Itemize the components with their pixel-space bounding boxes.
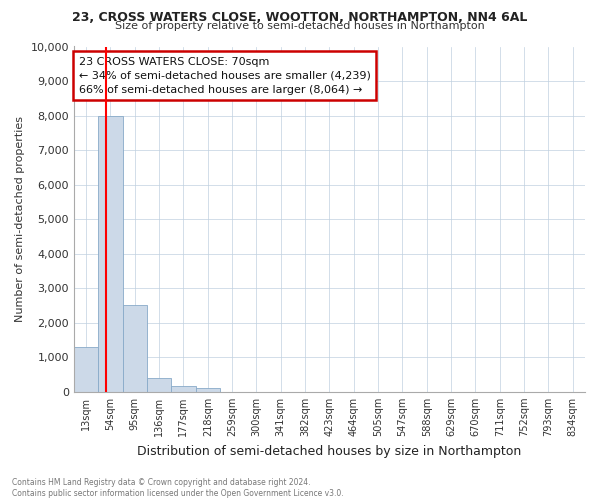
Bar	[171, 386, 196, 392]
Y-axis label: Number of semi-detached properties: Number of semi-detached properties	[15, 116, 25, 322]
Bar	[147, 378, 171, 392]
Text: 23 CROSS WATERS CLOSE: 70sqm
← 34% of semi-detached houses are smaller (4,239)
6: 23 CROSS WATERS CLOSE: 70sqm ← 34% of se…	[79, 57, 371, 95]
Bar	[196, 388, 220, 392]
Text: Contains HM Land Registry data © Crown copyright and database right 2024.
Contai: Contains HM Land Registry data © Crown c…	[12, 478, 344, 498]
Bar	[98, 116, 122, 392]
X-axis label: Distribution of semi-detached houses by size in Northampton: Distribution of semi-detached houses by …	[137, 444, 521, 458]
Bar	[74, 347, 98, 392]
Text: Size of property relative to semi-detached houses in Northampton: Size of property relative to semi-detach…	[115, 21, 485, 31]
Text: 23, CROSS WATERS CLOSE, WOOTTON, NORTHAMPTON, NN4 6AL: 23, CROSS WATERS CLOSE, WOOTTON, NORTHAM…	[73, 11, 527, 24]
Bar	[122, 306, 147, 392]
